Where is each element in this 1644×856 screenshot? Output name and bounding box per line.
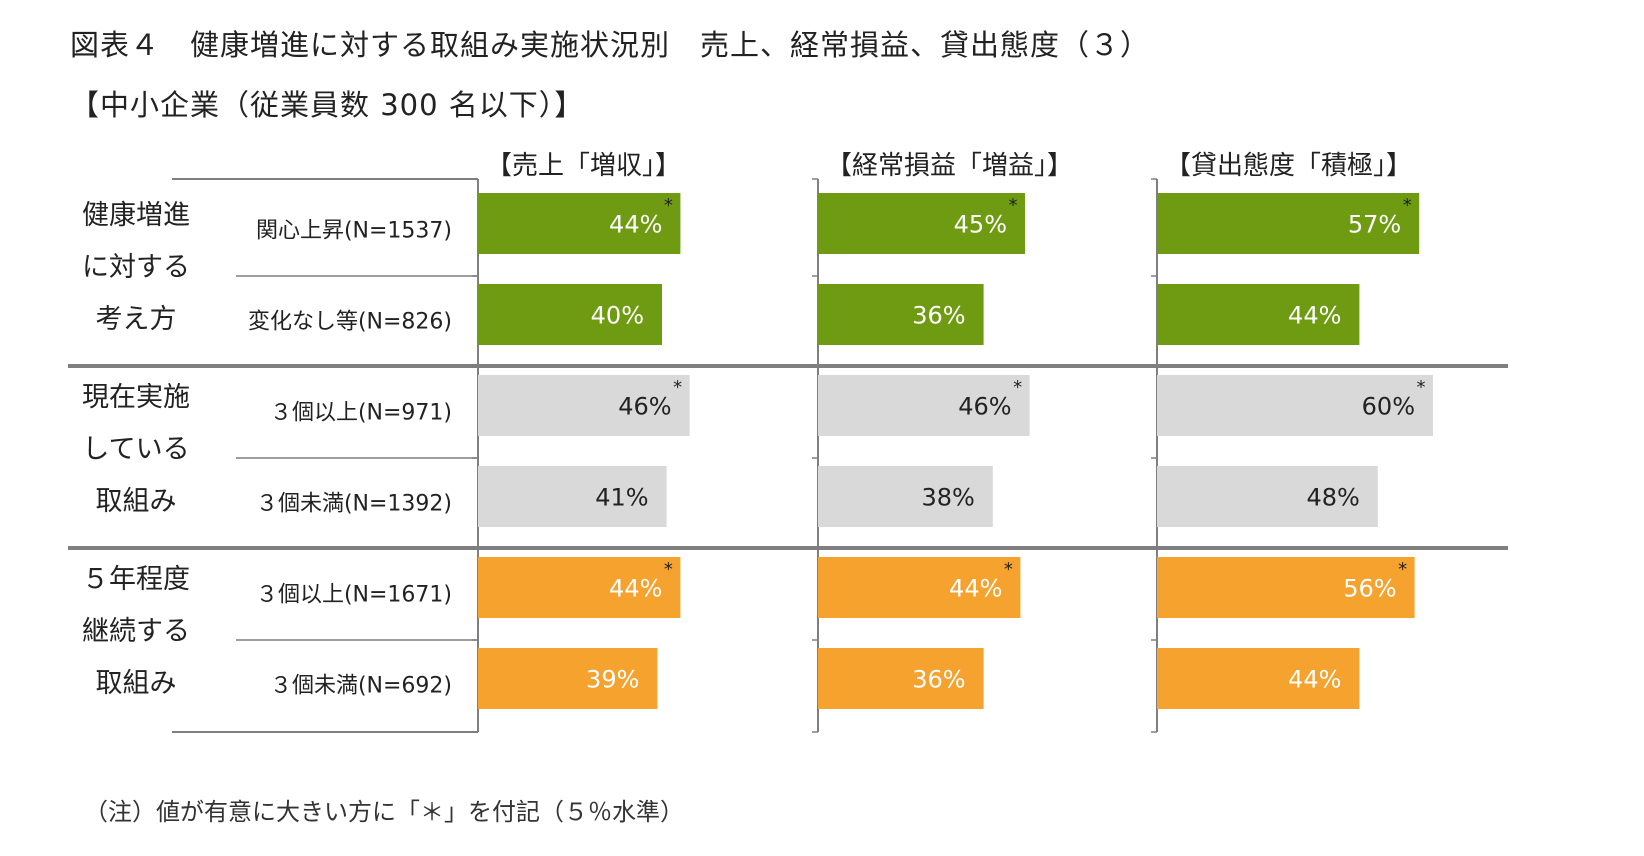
data-label: 44%: [1288, 666, 1341, 694]
bar: [478, 375, 690, 436]
bar: [478, 557, 681, 618]
data-label: 46%: [958, 393, 1011, 421]
panel-title-2: 【経常損益「増益」】: [826, 151, 1073, 181]
category-label: ３個未満(N=1392): [256, 492, 452, 517]
data-label: 44%: [949, 575, 1002, 603]
significance-marker: *: [1417, 377, 1426, 398]
bar: [818, 557, 1021, 618]
data-label: 40%: [591, 302, 644, 330]
data-label: 44%: [609, 211, 662, 239]
bar: [1157, 648, 1360, 709]
group-label: 取組み: [96, 668, 177, 699]
category-label: 変化なし等(N=826): [248, 310, 452, 335]
data-label: 44%: [609, 575, 662, 603]
bar: [478, 466, 667, 527]
data-label: 39%: [586, 666, 639, 694]
category-label: ３個以上(N=971): [270, 401, 452, 426]
category-label: ３個以上(N=1671): [256, 583, 452, 608]
bar: [818, 648, 984, 709]
data-label: 45%: [954, 211, 1007, 239]
figure-title: 図表４ 健康増進に対する取組み実施状況別 売上、経常損益、貸出態度（３）: [70, 28, 1151, 62]
bar: [818, 284, 984, 345]
data-label: 36%: [912, 302, 965, 330]
significance-marker: *: [1403, 195, 1412, 216]
group-label: 取組み: [96, 486, 177, 517]
data-label: 44%: [1288, 302, 1341, 330]
figure-subtitle: 【中小企業（従業員数 300 名以下）】: [70, 88, 585, 122]
bar: [818, 466, 993, 527]
panel-title-1: 【売上「増収」】: [486, 151, 681, 181]
data-label: 36%: [912, 666, 965, 694]
significance-marker: *: [664, 195, 673, 216]
group-label: している: [82, 434, 189, 465]
data-label: 56%: [1343, 575, 1396, 603]
bar: [1157, 284, 1360, 345]
significance-marker: *: [1009, 195, 1018, 216]
significance-marker: *: [673, 377, 682, 398]
significance-marker: *: [1013, 377, 1022, 398]
data-label: 41%: [595, 484, 648, 512]
group-label: 継続する: [82, 616, 190, 647]
significance-marker: *: [1398, 559, 1407, 580]
group-label: に対する: [82, 252, 190, 283]
bar: [818, 375, 1030, 436]
bar: [1157, 466, 1378, 527]
bar: [818, 193, 1025, 254]
category-label: 関心上昇(N=1537): [256, 219, 452, 244]
panel-title-3: 【貸出態度「積極」】: [1165, 151, 1412, 181]
data-label: 38%: [921, 484, 974, 512]
data-label: 46%: [618, 393, 671, 421]
data-label: 60%: [1362, 393, 1415, 421]
significance-marker: *: [664, 559, 673, 580]
group-label: 現在実施: [82, 382, 190, 413]
bar: [478, 648, 658, 709]
category-label: ３個未満(N=692): [270, 674, 452, 699]
data-label: 48%: [1306, 484, 1359, 512]
group-label: 考え方: [96, 304, 177, 335]
bar: [1157, 193, 1420, 254]
data-label: 57%: [1348, 211, 1401, 239]
group-label: 健康増進: [82, 200, 190, 231]
bar: [1157, 557, 1415, 618]
bar: [1157, 375, 1433, 436]
bar: [478, 284, 662, 345]
significance-marker: *: [1004, 559, 1013, 580]
bar: [478, 193, 681, 254]
footnote: （注）値が有意に大きい方に「＊」を付記（５％水準）: [84, 798, 684, 826]
group-label: ５年程度: [82, 564, 190, 595]
